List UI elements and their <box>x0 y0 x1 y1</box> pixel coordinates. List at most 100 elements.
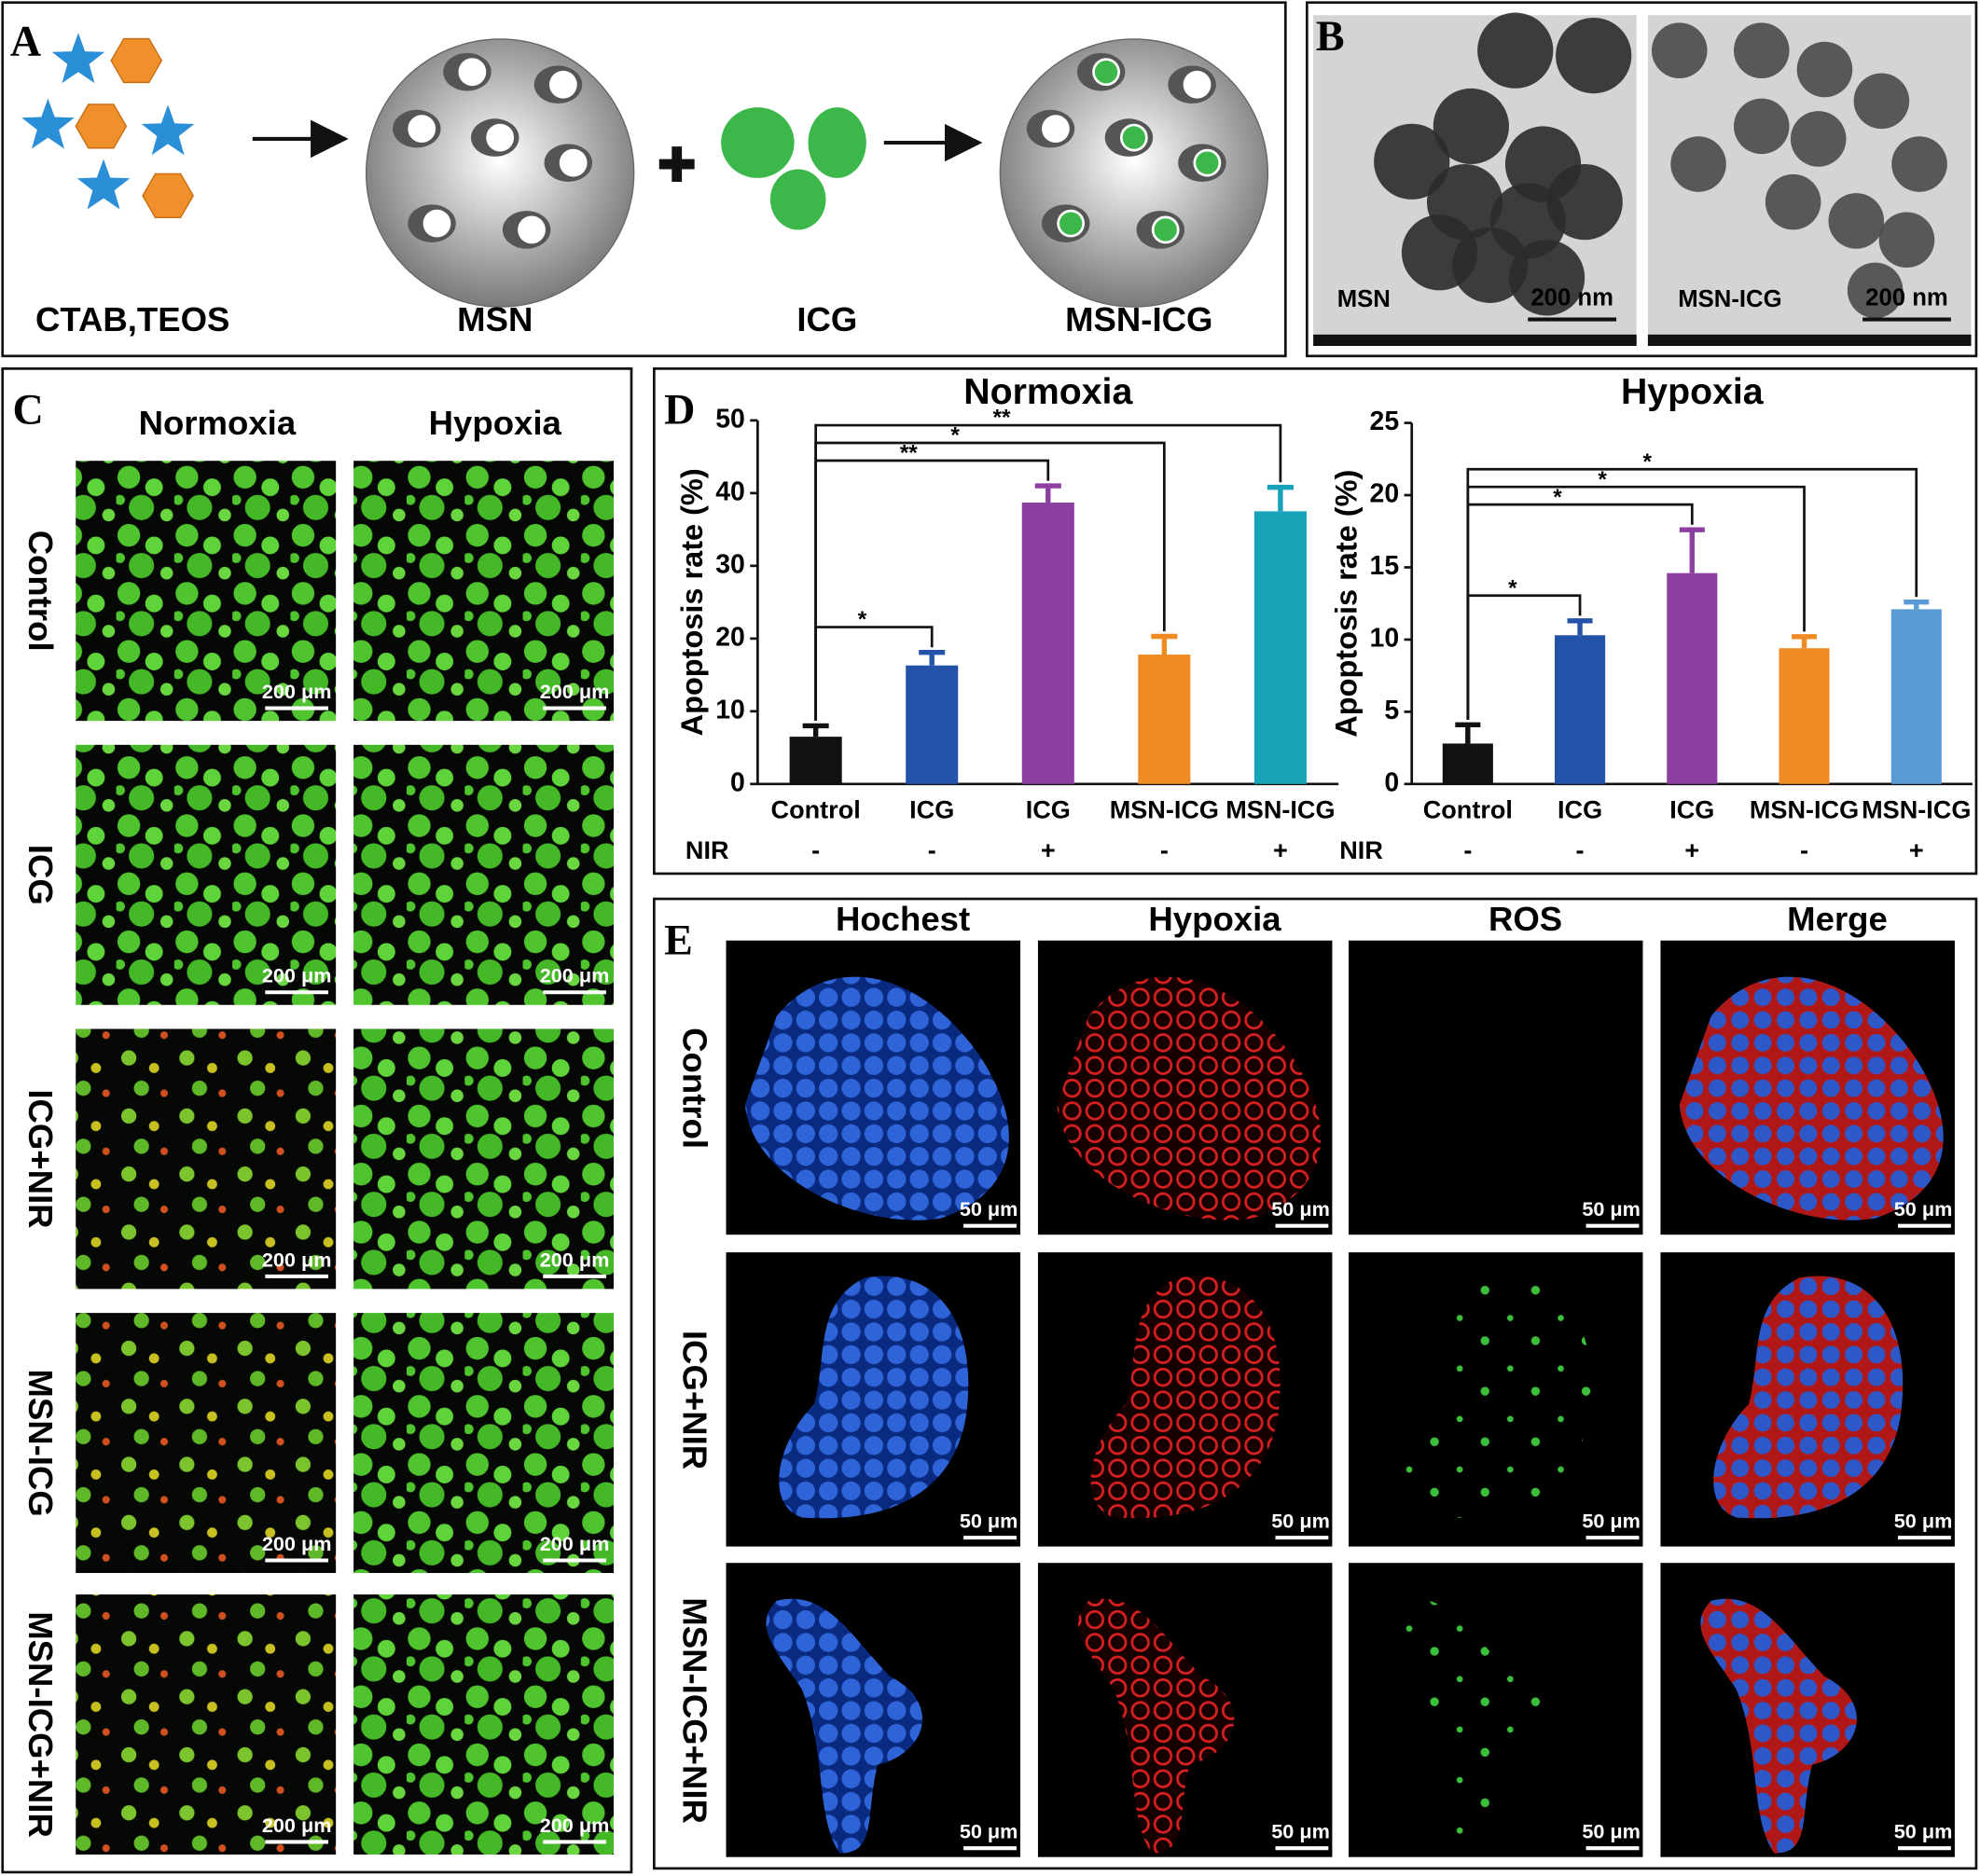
x-tick-label: MSN-ICG <box>1862 795 1971 824</box>
nir-sign: + <box>1041 835 1056 864</box>
pore-hole <box>422 209 451 238</box>
bar <box>1890 609 1942 784</box>
cell-cluster <box>1077 1598 1235 1854</box>
image-label: MSN-ICG <box>1678 286 1781 312</box>
significance-bracket <box>1466 467 1918 720</box>
y-tick-label: 40 <box>715 476 745 506</box>
y-tick-label: 15 <box>1370 551 1400 581</box>
panel-letter: A <box>10 17 41 64</box>
panel-a-art <box>21 33 983 230</box>
nanoparticle <box>1878 212 1935 269</box>
bar <box>1555 635 1606 784</box>
scale-label: 50 μm <box>1582 1510 1641 1533</box>
y-axis-label: Apoptosis rate (%) <box>675 468 709 736</box>
nir-sign: - <box>928 835 936 864</box>
panel-letter: D <box>664 386 695 434</box>
cell-cluster <box>1090 1276 1281 1519</box>
cell-cluster <box>1679 976 1944 1221</box>
nir-sign: + <box>1684 835 1699 864</box>
micrograph <box>1349 940 1643 1235</box>
micrograph <box>76 1028 337 1290</box>
nanoparticle <box>1556 17 1632 94</box>
nir-sign: - <box>1463 835 1472 864</box>
scale-label: 200 μm <box>262 1248 332 1271</box>
panel-letter: B <box>1316 12 1345 60</box>
nir-sign: - <box>1800 835 1808 864</box>
scale-label: 200 μm <box>540 1814 610 1837</box>
icg-load <box>1122 126 1146 149</box>
sphere <box>999 38 1269 308</box>
bar <box>1442 743 1493 784</box>
significance-label: * <box>858 607 867 632</box>
bar <box>906 665 959 784</box>
y-tick-label: 25 <box>1370 407 1400 436</box>
nanoparticle <box>1433 88 1509 165</box>
column-header: Hypoxia <box>429 404 562 442</box>
row-label: Control <box>21 531 60 652</box>
bar <box>1253 511 1307 784</box>
micrograph <box>76 1313 337 1574</box>
scale-label: 200 μm <box>540 1248 610 1271</box>
scale-label: 200 nm <box>1865 285 1948 311</box>
x-tick-label: ICG <box>1669 795 1714 824</box>
item-label: MSN <box>457 300 533 338</box>
scale-label: 200 μm <box>262 680 332 703</box>
column-header: Merge <box>1787 900 1888 938</box>
scale-label: 200 nm <box>1530 285 1613 311</box>
micrograph <box>353 744 615 1005</box>
row-label: MSN-ICG <box>21 1369 60 1516</box>
scale-label: 50 μm <box>960 1197 1018 1221</box>
nanoparticle <box>1733 22 1790 78</box>
nanoparticle <box>1401 214 1478 291</box>
icg-load <box>1059 212 1083 235</box>
nir-sign: - <box>1160 835 1169 864</box>
cell-cluster <box>779 1276 969 1519</box>
item-label: CTAB,TEOS <box>35 300 229 338</box>
item-label: MSN-ICG <box>1065 300 1212 338</box>
cell-cluster <box>1388 1598 1545 1854</box>
scale-label: 200 μm <box>262 1532 332 1555</box>
bar <box>789 737 842 784</box>
row-label: ICG+NIR <box>21 1089 60 1228</box>
bar <box>1779 648 1830 784</box>
y-tick-label: 20 <box>715 622 745 652</box>
nanoparticle <box>1670 136 1726 192</box>
pore-hole <box>518 215 546 244</box>
nanoparticle <box>1374 123 1450 200</box>
x-tick-label: ICG <box>909 795 954 824</box>
panel-border <box>1305 1 1978 358</box>
y-tick-label: 5 <box>1384 696 1399 725</box>
scale-label: 200 μm <box>540 964 610 987</box>
panel-letter: C <box>13 386 44 434</box>
nanoparticle <box>1790 111 1847 167</box>
pore-hole <box>486 123 515 152</box>
significance-label: ** <box>900 441 918 466</box>
panel-border <box>652 897 1978 1870</box>
scale-label: 200 μm <box>262 964 332 987</box>
scale-label: 200 μm <box>262 1814 332 1837</box>
pore-hole <box>1183 70 1212 99</box>
scale-label: 50 μm <box>960 1510 1018 1533</box>
nir-sign: - <box>811 835 820 864</box>
significance-label: * <box>1642 449 1652 475</box>
significance-label: ** <box>992 406 1010 431</box>
nanoparticle <box>1651 22 1708 78</box>
micrograph <box>353 1028 615 1290</box>
x-tick-label: MSN-ICG <box>1750 795 1859 824</box>
nanoparticle <box>1477 12 1554 89</box>
row-label: Control <box>675 1028 713 1149</box>
micrograph <box>353 1313 615 1574</box>
row-label: MSN-ICG+NIR <box>21 1611 60 1838</box>
x-tick-label: MSN-ICG <box>1110 795 1219 824</box>
scale-label: 50 μm <box>1271 1197 1330 1221</box>
panel-letter: E <box>664 916 693 963</box>
scale-label: 50 μm <box>1271 1510 1330 1533</box>
cell-cluster <box>1401 1276 1591 1519</box>
row-label: ICG+NIR <box>675 1331 713 1469</box>
row-label: ICG <box>21 845 60 905</box>
y-tick-label: 10 <box>1370 623 1400 653</box>
column-header: Normoxia <box>139 404 297 442</box>
nanoparticle <box>1853 73 1910 130</box>
scale-label: 50 μm <box>1582 1820 1641 1843</box>
image-label: MSN <box>1337 286 1391 312</box>
